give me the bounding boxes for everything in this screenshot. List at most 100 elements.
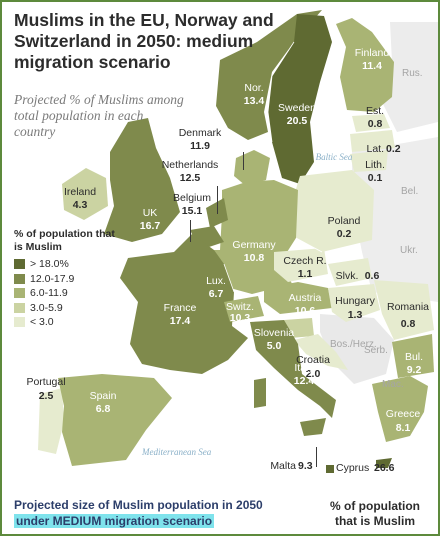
estonia-value: 0.8 xyxy=(367,118,383,130)
map-subtitle: Projected % of Muslims among total popul… xyxy=(14,92,184,139)
macedonia-label: Mac. xyxy=(382,379,404,390)
sicily-shape xyxy=(300,418,326,436)
ireland-value: 4.3 xyxy=(72,199,88,211)
portugal-shape xyxy=(38,388,64,454)
belarus-label: Bel. xyxy=(401,186,419,197)
italy-shape xyxy=(250,320,336,418)
france-name: France xyxy=(163,302,197,314)
finland-name: Finland xyxy=(354,47,390,59)
norway-name: Nor. xyxy=(244,82,264,94)
footer-unit-label: % of population that is Muslim xyxy=(330,499,420,528)
malta-leader xyxy=(316,447,317,467)
serbia-label: Serb. xyxy=(364,345,388,356)
legend-item: 3.0-5.9 xyxy=(14,301,124,316)
luxembourg-name: Lux. xyxy=(206,275,226,287)
hungary-name: Hungary xyxy=(335,295,375,307)
czech-value: 1.1 xyxy=(297,268,313,280)
hungary-value: 1.3 xyxy=(347,309,363,321)
baltic-sea-label: Baltic Sea xyxy=(315,152,353,162)
bulgaria-name: Bul. xyxy=(404,351,424,363)
netherlands-value: 12.5 xyxy=(179,172,201,184)
bulgaria-shape xyxy=(392,334,434,378)
sweden-shape xyxy=(268,14,332,184)
norway-shape xyxy=(216,10,322,140)
uk-name: UK xyxy=(142,207,158,219)
austria-value: 10.6 xyxy=(294,305,316,317)
denmark-shape xyxy=(234,150,270,186)
greece-name: Greece xyxy=(385,408,421,420)
netherlands-leader xyxy=(217,186,218,214)
legend-swatch xyxy=(14,288,25,299)
belgium-name: Belgium xyxy=(173,192,211,204)
italy-name: Italy xyxy=(294,362,314,374)
romania-shape xyxy=(374,280,434,340)
lithuania-value: 0.1 xyxy=(367,172,383,184)
legend-title: % of population that is Muslim xyxy=(14,228,115,253)
estonia-name: Est. xyxy=(365,105,385,117)
slovenia-value: 5.0 xyxy=(266,340,282,352)
footer-caption: Projected size of Muslim population in 2… xyxy=(14,497,263,529)
cyprus-shape xyxy=(376,458,392,468)
ireland-name: Ireland xyxy=(63,186,97,198)
map-title: Muslims in the EU, Norway and Switzerlan… xyxy=(14,10,274,72)
france-value: 17.4 xyxy=(169,315,191,327)
legend-label: 3.0-5.9 xyxy=(30,301,63,314)
norway-value: 13.4 xyxy=(243,95,265,107)
legend-swatch xyxy=(14,259,25,270)
romania-name: Romania xyxy=(386,301,430,313)
portugal-value: 2.5 xyxy=(38,390,54,402)
sardinia-shape xyxy=(254,378,266,408)
legend: % of population that is Muslim > 18.0% 1… xyxy=(14,228,124,330)
borders xyxy=(223,41,323,293)
croatia-name: Croatia xyxy=(296,354,330,366)
belgium-leader xyxy=(190,220,191,242)
malta-value: 9.3 xyxy=(298,460,313,472)
ireland-shape xyxy=(62,168,108,220)
bulgaria-value: 9.2 xyxy=(406,364,422,376)
czech-shape xyxy=(274,248,328,282)
spain-name: Spain xyxy=(89,390,117,402)
cyprus-marker xyxy=(326,465,334,473)
uk-value: 16.7 xyxy=(139,220,161,232)
austria-name: Austria xyxy=(288,292,322,304)
legend-item: 6.0-11.9 xyxy=(14,286,124,301)
austria-shape xyxy=(264,282,332,314)
latvia-shape xyxy=(350,130,395,152)
germany-name: Germany xyxy=(232,239,276,251)
denmark-leader xyxy=(243,152,244,170)
croatia-shape xyxy=(294,334,348,370)
bosnia-label: Bos./Herz. xyxy=(330,339,377,350)
switzerland-value: 10.3 xyxy=(229,312,251,324)
spain-value: 6.8 xyxy=(95,403,111,415)
czech-name: Czech R. xyxy=(283,255,327,267)
greece-shape xyxy=(372,376,428,442)
slovakia-shape xyxy=(328,258,372,286)
legend-swatch xyxy=(14,273,25,284)
italy-value: 12.4 xyxy=(293,375,315,387)
slovakia-value: 0.6 xyxy=(364,270,380,282)
finland-value: 11.4 xyxy=(362,60,382,72)
legend-label: < 3.0 xyxy=(30,316,54,329)
sweden-name: Sweden xyxy=(278,102,316,114)
denmark-name: Denmark xyxy=(178,127,222,139)
legend-label: 6.0-11.9 xyxy=(30,287,68,300)
germany-value: 10.8 xyxy=(243,252,265,264)
luxembourg-value: 6.7 xyxy=(208,288,224,300)
malta-name: Malta xyxy=(270,460,296,472)
poland-value: 0.2 xyxy=(336,228,352,240)
poland-name: Poland xyxy=(327,215,361,227)
lithuania-shape xyxy=(350,150,388,172)
cyprus-name: Cyprus xyxy=(336,462,370,474)
legend-swatch xyxy=(14,317,25,328)
legend-label: > 18.0% xyxy=(30,258,69,271)
belarus-ukraine-region xyxy=(352,137,438,302)
cyprus-value: 26.6 xyxy=(374,462,395,474)
spain-shape xyxy=(58,374,172,466)
denmark-value: 11.9 xyxy=(190,140,210,152)
legend-item: > 18.0% xyxy=(14,257,124,272)
legend-item: < 3.0 xyxy=(14,315,124,330)
legend-label: 12.0-17.9 xyxy=(30,272,75,285)
romania-value: 0.8 xyxy=(400,318,416,330)
